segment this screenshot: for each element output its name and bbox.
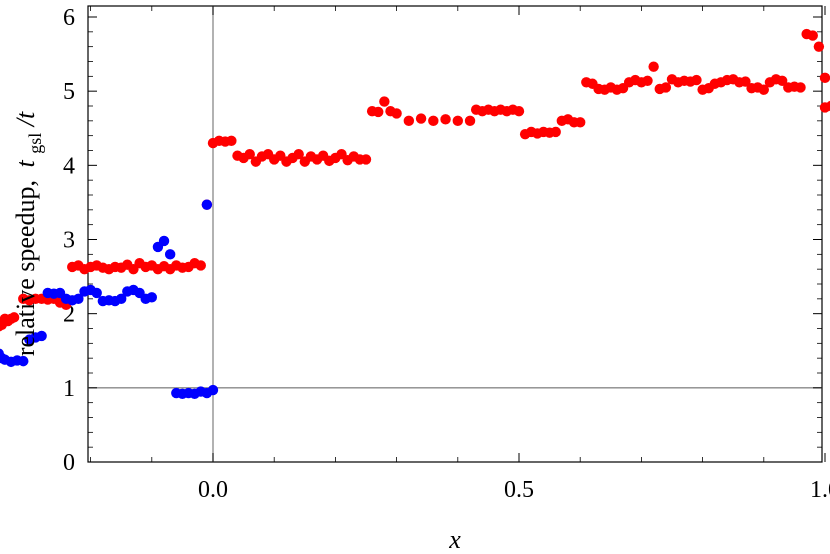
data-point [379, 96, 390, 107]
axis-ticks: 0.00.51.01.52.00123456 [63, 5, 830, 503]
x-axis-label: x [448, 525, 461, 554]
data-point [116, 293, 127, 305]
y-axis-label-tail: /t [11, 111, 40, 128]
x-tick-label: 0.0 [198, 477, 228, 503]
data-point [91, 287, 102, 299]
data-point [8, 312, 20, 323]
data-point [360, 154, 372, 165]
y-axis-label-var: t [11, 160, 40, 168]
y-tick-label: 1 [63, 376, 75, 402]
data-point [73, 293, 84, 305]
data-point [660, 82, 672, 93]
data-point [373, 106, 384, 118]
data-point [758, 84, 769, 95]
data-points [0, 28, 830, 399]
data-point [164, 249, 176, 260]
data-point [648, 61, 659, 72]
data-point [819, 72, 830, 84]
data-point [642, 75, 653, 86]
y-tick-label: 3 [63, 228, 75, 254]
y-tick-label: 5 [63, 79, 75, 105]
data-point [464, 115, 476, 127]
y-axis-label-text: relative speedup, [11, 180, 40, 356]
data-point [415, 113, 427, 124]
data-point [740, 76, 751, 87]
y-tick-label: 4 [63, 153, 75, 179]
y-tick-label: 6 [63, 5, 75, 31]
data-point [36, 330, 47, 342]
data-point [403, 115, 415, 127]
data-point [807, 30, 818, 41]
series-blue [0, 199, 219, 399]
data-point [158, 235, 170, 247]
y-axis-label: relative speedup, t gsl /t [11, 111, 47, 356]
plot-frame [87, 5, 823, 463]
data-point [440, 114, 451, 125]
data-point [452, 115, 463, 127]
data-point [18, 355, 29, 367]
data-point [244, 149, 255, 160]
data-point [207, 384, 219, 396]
x-tick-label: 0.5 [504, 477, 534, 503]
data-point [776, 75, 788, 86]
data-point [146, 292, 157, 303]
data-point [795, 82, 806, 93]
y-axis-label-sub: gsl [25, 133, 45, 154]
data-point [226, 135, 237, 147]
data-point [575, 117, 586, 128]
data-point [691, 74, 702, 86]
x-tick-label: 1.0 [810, 477, 830, 503]
data-point [428, 115, 439, 127]
data-point [513, 105, 525, 117]
data-point [813, 41, 825, 52]
data-point [825, 100, 830, 112]
data-point [391, 108, 402, 119]
series-red [0, 28, 830, 332]
data-point [293, 149, 304, 160]
data-point [195, 260, 206, 271]
data-point [201, 199, 213, 210]
y-tick-label: 0 [63, 450, 75, 476]
data-point [550, 126, 561, 138]
